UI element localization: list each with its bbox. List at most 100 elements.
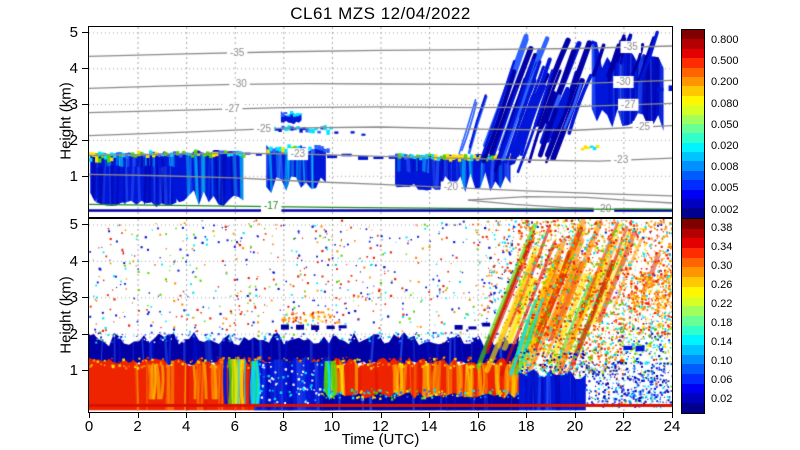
x-tick-label: 0 (84, 418, 94, 435)
x-tick (574, 413, 576, 418)
colorbar-segment (682, 286, 704, 297)
colorbar-segment (682, 267, 704, 278)
colorbar-tick-label: 0.22 (711, 298, 733, 310)
x-axis-label: Time (UTC) (341, 431, 420, 448)
colorbar-segment (682, 306, 704, 316)
x-tick (526, 413, 528, 418)
x-tick (331, 413, 333, 418)
colorbar-segment (682, 39, 704, 49)
x-tick (89, 413, 90, 418)
y-tick (82, 175, 88, 177)
y-tick-label: 5 (69, 216, 78, 234)
x-tick (672, 413, 673, 418)
y-tick (82, 68, 88, 70)
y-tick (82, 32, 88, 34)
colorbar-segment (682, 228, 704, 239)
colorbar-segment (682, 114, 704, 124)
x-tick (429, 413, 431, 418)
colorbar-tick-label: 0.38 (711, 222, 733, 235)
colorbar-tick-label: 0.34 (711, 241, 733, 254)
colorbar-segment (682, 364, 704, 374)
colorbar-tick-label: 0.200 (711, 76, 739, 89)
bottom-panel (88, 218, 673, 413)
x-tick (137, 413, 139, 418)
colorbar-segment (682, 238, 704, 249)
top-panel-canvas (89, 27, 672, 217)
y-tick-label: 1 (69, 362, 78, 380)
x-tick-label: 2 (133, 418, 142, 435)
colorbar-segment (682, 335, 704, 345)
colorbar-segment (682, 257, 704, 268)
colorbar-segment (682, 344, 704, 355)
colorbar-tick-label: 0.26 (711, 279, 733, 292)
x-tick (623, 413, 625, 418)
plot-title: CL61 MZS 12/04/2022 (290, 4, 471, 23)
y-tick-label: 3 (69, 96, 78, 114)
x-tick-label: 8 (279, 418, 288, 435)
colorbar-segment (682, 170, 704, 181)
x-tick (234, 413, 236, 418)
colorbar-segment (682, 95, 704, 106)
bottom-panel-canvas (89, 219, 672, 412)
x-tick-label: 6 (230, 418, 239, 435)
y-tick-label: 4 (69, 60, 78, 78)
colorbar-segment (682, 48, 704, 59)
colorbar-segment (682, 325, 704, 336)
colorbar-segment (682, 296, 704, 307)
x-tick-label: 12 (372, 418, 389, 435)
x-tick-label: 14 (420, 418, 438, 435)
colorbar-segment (682, 86, 704, 96)
colorbar-segment (682, 30, 704, 40)
x-tick (477, 413, 479, 418)
colorbar-segment (682, 383, 704, 394)
colorbar-tick-label: 0.14 (711, 335, 733, 348)
colorbar-segment (682, 58, 704, 68)
colorbar-tick-label: 0.02 (711, 392, 733, 405)
colorbar-segment (682, 248, 704, 258)
x-tick (186, 413, 188, 418)
colorbar-tick-label: 0.020 (711, 139, 739, 152)
colorbar-tick-label: 0.008 (711, 161, 739, 174)
colorbar-tick-label: 0.06 (711, 373, 733, 386)
y-tick (82, 260, 88, 262)
y-tick (82, 370, 88, 372)
colorbar-tick-label: 0.10 (711, 354, 733, 367)
colorbar-segment (682, 76, 704, 87)
y-tick (82, 297, 88, 299)
x-tick (380, 413, 382, 418)
x-tick-label: 18 (517, 418, 535, 435)
colorbar-tick-label: 0.18 (711, 316, 733, 329)
colorbar-tick-label: 0.30 (711, 260, 733, 273)
y-tick (82, 104, 88, 106)
colorbar-segment (682, 208, 704, 218)
y-tick-label: 1 (69, 167, 78, 185)
y-tick-label: 3 (69, 289, 78, 307)
x-tick-label: 16 (469, 418, 486, 435)
colorbar-tick-label: 0.005 (711, 182, 739, 195)
top-colorbar (681, 29, 705, 219)
colorbar-segment (682, 142, 704, 153)
colorbar-segment (682, 152, 704, 162)
colorbar-segment (682, 315, 704, 326)
colorbar-segment (682, 133, 704, 143)
y-tick-label: 2 (69, 325, 78, 343)
y-tick (82, 224, 88, 226)
colorbar-segment (682, 189, 704, 200)
colorbar-segment (682, 374, 704, 384)
colorbar-tick-label: 0.800 (711, 34, 739, 47)
x-tick-label: 24 (663, 418, 681, 435)
y-tick-label: 5 (69, 24, 78, 42)
x-tick (283, 413, 285, 418)
colorbar-segment (682, 105, 704, 115)
colorbar-segment (682, 219, 704, 229)
y-tick-label: 2 (69, 131, 78, 149)
colorbar-tick-label: 0.050 (711, 118, 739, 131)
y-tick-label: 4 (69, 252, 78, 270)
colorbar-segment (682, 67, 704, 77)
colorbar-segment (682, 199, 704, 209)
colorbar-segment (682, 277, 704, 287)
x-tick-label: 22 (615, 418, 632, 435)
colorbar-tick-label: 0.080 (711, 97, 739, 110)
colorbar-segment (682, 393, 704, 404)
